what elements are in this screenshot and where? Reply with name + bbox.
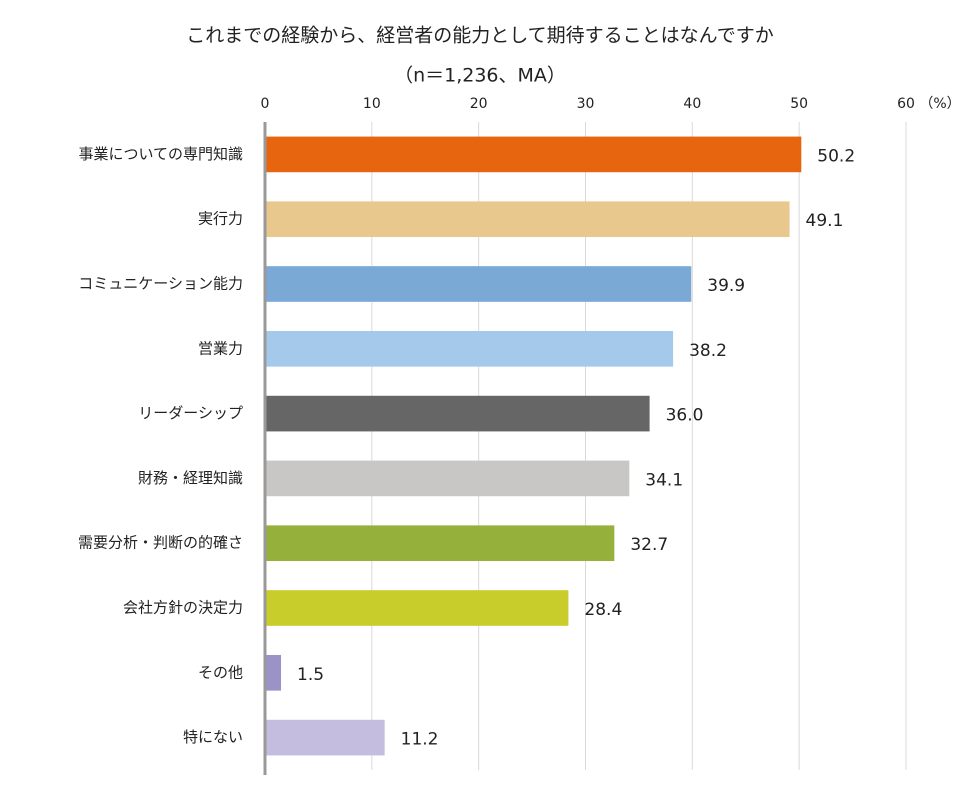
value-label: 39.9 — [707, 276, 745, 296]
chart-subtitle: （n＝1,236、MA） — [394, 65, 566, 87]
value-label: 34.1 — [645, 470, 683, 490]
x-tick-label: 60 — [897, 96, 915, 112]
chart-title: これまでの経験から、経営者の能力として期待することはなんですか — [186, 25, 773, 47]
bar — [265, 719, 385, 756]
value-label: 50.2 — [817, 146, 855, 166]
y-tick-label: 事業についての専門知識 — [78, 145, 243, 163]
x-tick-label: 40 — [683, 96, 701, 112]
y-tick-label: 財務・経理知識 — [138, 469, 243, 487]
y-tick-label: 需要分析・判断の的確さ — [78, 534, 243, 552]
bar — [265, 590, 569, 626]
x-tick-label: 20 — [470, 96, 488, 112]
bar — [265, 460, 630, 497]
value-label: 38.2 — [689, 341, 727, 361]
y-tick-label: コミュニケーション能力 — [78, 275, 243, 293]
x-tick-label: 50 — [790, 96, 808, 112]
y-tick-label: 営業力 — [198, 339, 243, 357]
bar — [265, 330, 674, 367]
x-axis-label: （%） — [919, 96, 960, 112]
x-tick-label: 0 — [261, 96, 270, 112]
bar — [265, 136, 802, 173]
y-tick-label: 特にない — [183, 728, 243, 746]
bar — [265, 201, 790, 238]
value-label: 36.0 — [666, 406, 704, 426]
x-tick-label: 30 — [577, 96, 595, 112]
bar — [265, 395, 650, 432]
y-tick-label: その他 — [198, 663, 243, 681]
bar — [265, 654, 282, 691]
bar — [265, 525, 615, 562]
x-tick-label: 10 — [363, 96, 381, 112]
value-label: 11.2 — [401, 730, 439, 750]
y-tick-label: リーダーシップ — [138, 404, 243, 422]
value-label: 1.5 — [297, 665, 324, 685]
value-label: 28.4 — [584, 600, 622, 620]
y-tick-label: 会社方針の決定力 — [123, 599, 243, 617]
value-label: 49.1 — [806, 211, 844, 231]
bar — [265, 266, 692, 302]
value-label: 32.7 — [630, 535, 668, 555]
y-tick-label: 実行力 — [198, 210, 243, 228]
